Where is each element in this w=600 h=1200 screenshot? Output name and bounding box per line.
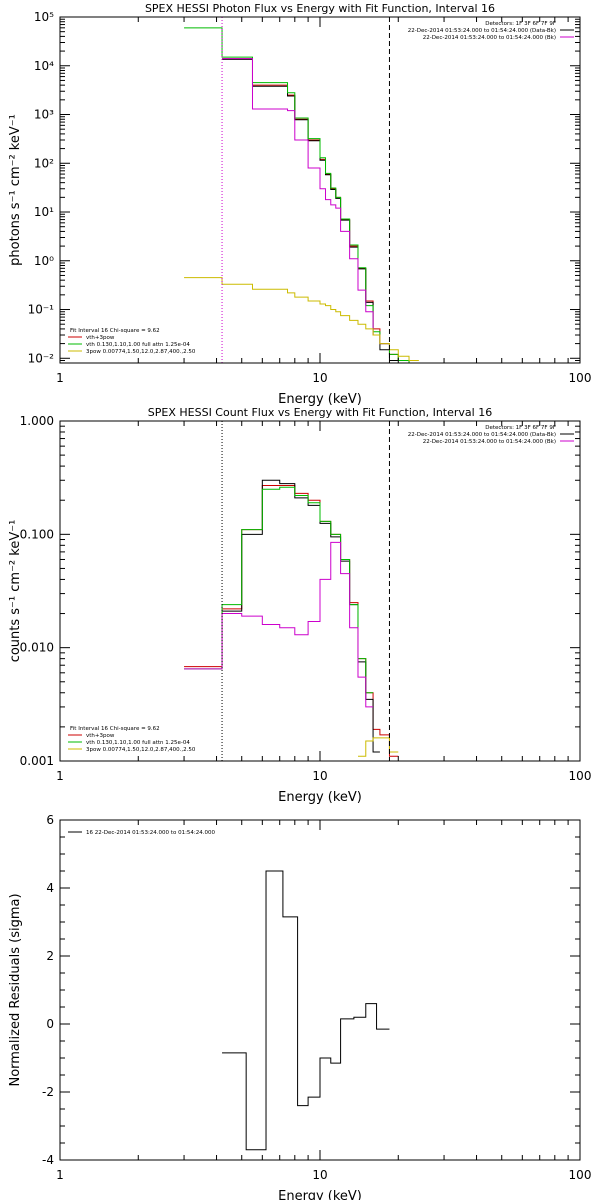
y-tick-label: 6 (46, 813, 54, 827)
x-tick-label: 1 (56, 769, 64, 783)
series-line-3 (184, 486, 374, 694)
panel-1: SPEX HESSI Photon Flux vs Energy with Fi… (8, 2, 591, 407)
y-tick-label: 10² (34, 156, 54, 170)
y-tick-label: 0.001 (20, 754, 54, 768)
chart-title: SPEX HESSI Count Flux vs Energy with Fit… (148, 406, 492, 419)
y-axis-label: counts s⁻¹ cm⁻² keV⁻¹ (8, 520, 23, 663)
series-line-4 (222, 58, 390, 345)
y-tick-label: 0 (46, 1017, 54, 1031)
legend-text: Fit Interval 16 Chi-square = 9.62 (70, 726, 160, 732)
series-group (184, 27, 419, 363)
series-line-5 (357, 737, 399, 757)
info-text: 22-Dec-2014 01:53:24.000 to 01:54:24.000… (423, 439, 556, 445)
y-tick-label: 10¹ (34, 205, 54, 219)
legend-text: vth+3pow (86, 335, 115, 341)
series-line-2 (222, 479, 380, 753)
info-text: 22-Dec-2014 01:53:24.000 to 01:54:24.000… (423, 35, 556, 41)
panel-2: SPEX HESSI Count Flux vs Energy with Fit… (8, 406, 591, 805)
x-axis-label: Energy (keV) (278, 1189, 362, 1200)
legend-text: vth+3pow (86, 733, 115, 739)
y-tick-label: 0.100 (20, 527, 54, 541)
y-tick-label: 4 (46, 881, 54, 895)
x-tick-label: 100 (569, 1168, 592, 1182)
y-tick-label: 10⁻² (28, 351, 55, 365)
y-axis-label: photons s⁻¹ cm⁻² keV⁻¹ (8, 114, 23, 266)
legend-text: Fit Interval 16 Chi-square = 9.62 (70, 328, 160, 334)
info-text: Detectors: 1F 3F 6F 7F 9F (485, 425, 556, 431)
y-tick-label: -2 (42, 1085, 54, 1099)
x-tick-label: 100 (569, 371, 592, 385)
plot-frame (59, 819, 581, 1161)
info-text: 22-Dec-2014 01:53:24.000 to 01:54:24.000… (408, 28, 556, 34)
y-tick-label: 2 (46, 949, 54, 963)
y-tick-label: -4 (42, 1153, 54, 1167)
x-tick-label: 100 (569, 769, 592, 783)
y-tick-label: 10⁰ (34, 254, 54, 268)
y-tick-label: 10⁻¹ (28, 303, 55, 317)
legend-text: 16 22-Dec-2014 01:53:24.000 to 01:54:24.… (86, 830, 216, 836)
y-axis-label: Normalized Residuals (sigma) (8, 893, 23, 1086)
y-tick-label: 10⁵ (34, 10, 54, 24)
legend-text: 3pow 0.00774,1.50,12.0,2.87,400.,2.50 (86, 349, 196, 355)
panel-3: 1 10 100 Energy (keV) -4 -2 0 2 4 6 Normalized Res… (8, 813, 591, 1200)
series-line-3 (184, 27, 419, 363)
series-line-5 (184, 277, 419, 362)
x-axis-label: Energy (keV) (278, 790, 362, 805)
legend-text: vth 0.130,1.10,1.00 full attn 1.25e-04 (86, 740, 190, 746)
series-group (184, 479, 399, 757)
series-line-2 (222, 58, 399, 362)
series-line-1 (222, 870, 390, 1151)
series-group (222, 870, 390, 1151)
x-tick-label: 10 (312, 371, 327, 385)
series-line-4 (184, 541, 374, 708)
x-tick-label: 10 (312, 769, 327, 783)
x-tick-label: 1 (56, 1168, 64, 1182)
info-text: 22-Dec-2014 01:53:24.000 to 01:54:24.000… (408, 432, 556, 438)
legend-text: 3pow 0.00774,1.50,12.0,2.87,400.,2.50 (86, 747, 196, 753)
legend-text: vth 0.130,1.10,1.00 full attn 1.25e-04 (86, 342, 190, 348)
y-tick-label: 1.000 (20, 414, 54, 428)
x-tick-label: 1 (56, 371, 64, 385)
series-line-1 (184, 484, 399, 757)
y-tick-label: 10⁴ (34, 59, 54, 73)
x-tick-label: 10 (312, 1168, 327, 1182)
chart-title: SPEX HESSI Photon Flux vs Energy with Fi… (145, 2, 495, 15)
x-axis-label: Energy (keV) (278, 392, 362, 407)
info-text: Detectors: 1F 3F 6F 7F 9F (485, 21, 556, 27)
plot-frame (59, 16, 581, 364)
y-tick-label: 10³ (34, 108, 54, 122)
y-tick-label: 0.010 (20, 641, 54, 655)
